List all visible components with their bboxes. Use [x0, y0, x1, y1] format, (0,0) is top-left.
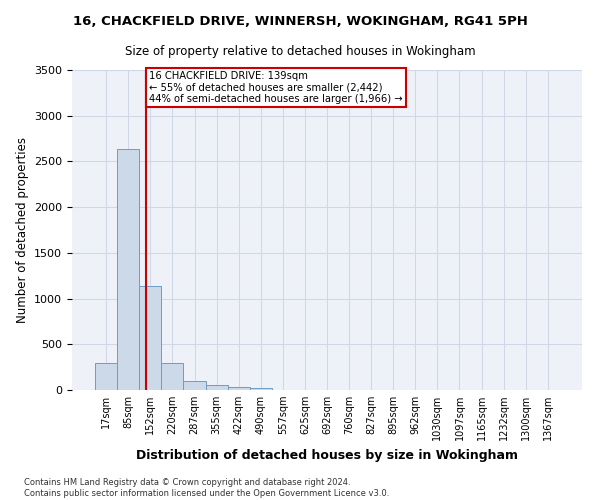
Text: Size of property relative to detached houses in Wokingham: Size of property relative to detached ho…: [125, 45, 475, 58]
Bar: [161, 363, 184, 390]
Bar: [250, 388, 272, 390]
Text: Contains HM Land Registry data © Crown copyright and database right 2024.
Contai: Contains HM Land Registry data © Crown c…: [24, 478, 389, 498]
Bar: [227, 387, 250, 390]
Text: 16, CHACKFIELD DRIVE, WINNERSH, WOKINGHAM, RG41 5PH: 16, CHACKFIELD DRIVE, WINNERSH, WOKINGHA…: [73, 15, 527, 28]
Bar: [117, 148, 139, 390]
Bar: [206, 385, 227, 390]
Y-axis label: Number of detached properties: Number of detached properties: [16, 137, 29, 323]
Bar: [184, 381, 206, 390]
X-axis label: Distribution of detached houses by size in Wokingham: Distribution of detached houses by size …: [136, 448, 518, 462]
Text: 16 CHACKFIELD DRIVE: 139sqm
← 55% of detached houses are smaller (2,442)
44% of : 16 CHACKFIELD DRIVE: 139sqm ← 55% of det…: [149, 71, 403, 104]
Bar: [139, 286, 161, 390]
Bar: [95, 364, 117, 390]
